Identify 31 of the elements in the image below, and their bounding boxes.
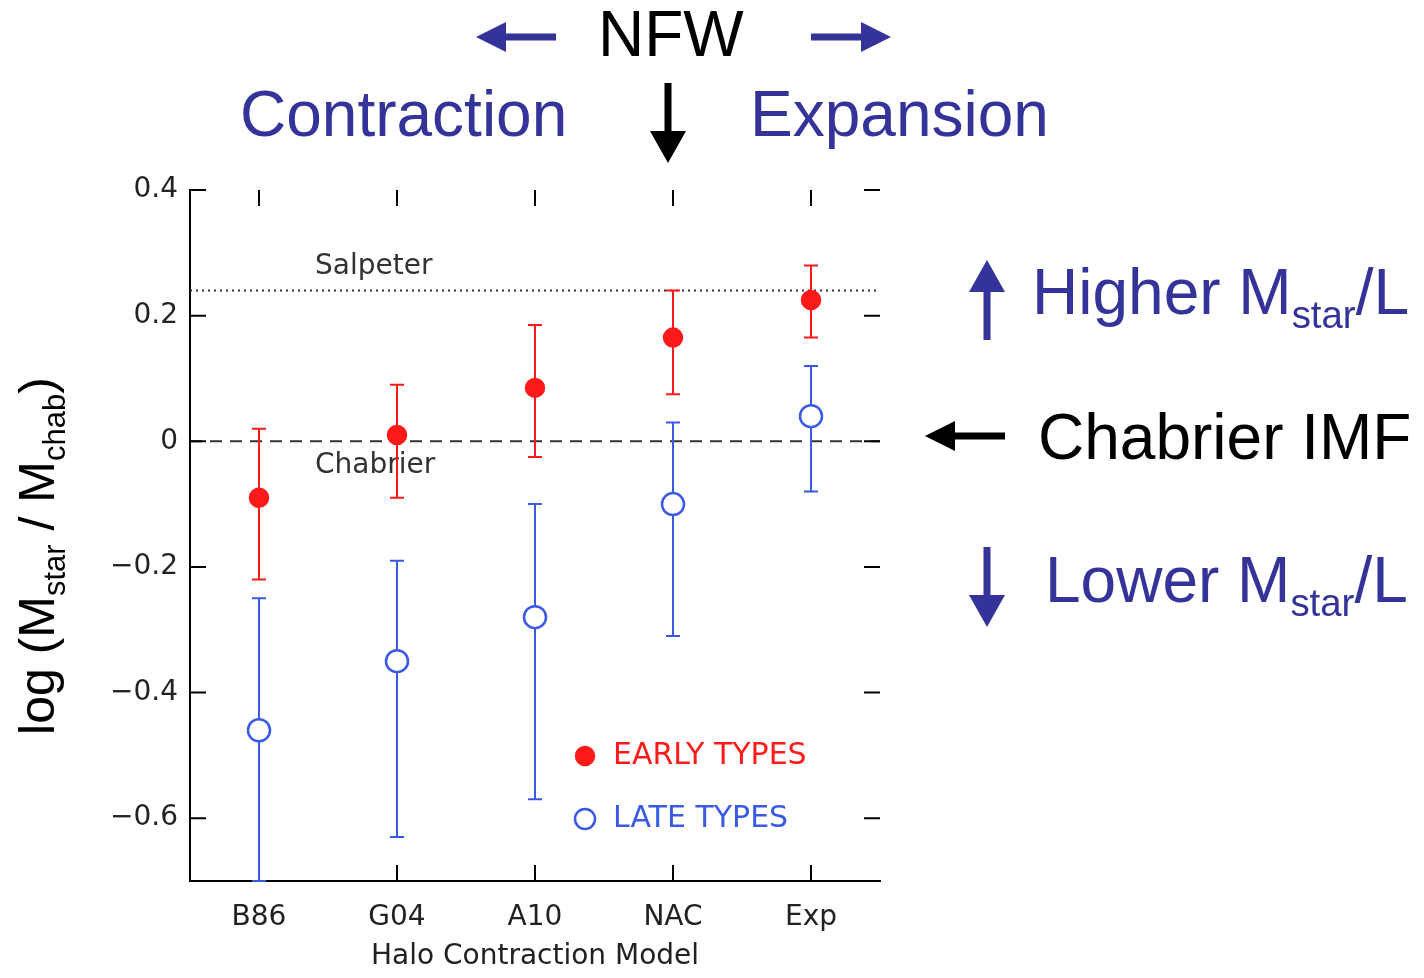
text: Contraction — [240, 78, 568, 150]
point — [660, 491, 686, 517]
point — [246, 717, 272, 743]
y-tick-label: −0.6 — [110, 799, 178, 833]
y-tick-label: 0.4 — [133, 171, 178, 205]
point — [800, 289, 822, 311]
legend-label: EARLY TYPES — [613, 735, 807, 771]
point — [248, 487, 270, 509]
y-tick-label: −0.2 — [110, 548, 178, 582]
x-tick-label: A10 — [507, 899, 563, 933]
point — [524, 377, 546, 399]
point — [798, 403, 824, 429]
text: NFW — [598, 0, 744, 70]
x-tick-label: NAC — [643, 899, 703, 933]
point — [386, 424, 408, 446]
x-tick-label: G04 — [368, 899, 426, 933]
text: Chabrier IMF — [1038, 401, 1412, 473]
text: Higher M$_{star}$/L — [1032, 256, 1409, 336]
x-axis-title: Halo Contraction Model — [370, 938, 700, 972]
x-tick-label: B86 — [231, 899, 287, 933]
point — [384, 648, 410, 674]
ref-line-label: Salpeter — [315, 247, 433, 281]
y-tick-label: 0 — [160, 422, 178, 456]
y-tick-label: 0.2 — [133, 296, 178, 330]
text: Lower M$_{star}$/L — [1045, 544, 1408, 624]
text: Expansion — [750, 78, 1049, 150]
x-tick-label: Exp — [784, 899, 838, 933]
point — [662, 327, 684, 348]
y-tick-label: −0.4 — [110, 673, 178, 707]
point — [522, 604, 548, 630]
legend-label: LATE TYPES — [613, 798, 789, 834]
